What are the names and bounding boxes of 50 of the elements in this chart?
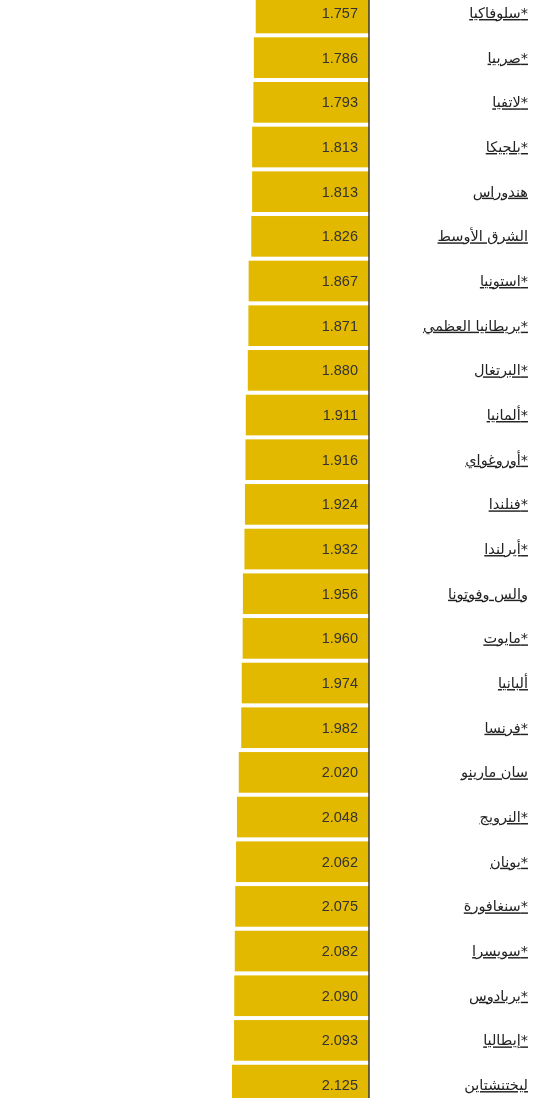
y-tick-label: مايوت* xyxy=(483,630,528,647)
y-tick-label: سان مارينو xyxy=(461,764,528,781)
data-label: 1.974 xyxy=(321,675,358,692)
y-tick-label: ألبانيا xyxy=(497,675,528,692)
data-label: 1.793 xyxy=(321,94,358,111)
data-label: 2.082 xyxy=(321,943,358,960)
data-label: 1.924 xyxy=(321,496,358,513)
y-tick-label: أوروغواي* xyxy=(465,451,528,468)
y-tick-label: استونيا* xyxy=(479,273,528,289)
data-label: 1.932 xyxy=(321,541,358,558)
data-label: 1.880 xyxy=(321,362,358,379)
data-label: 1.813 xyxy=(321,139,358,155)
y-tick-label: والس وفوتونا xyxy=(448,585,528,602)
data-label: 1.982 xyxy=(321,719,358,736)
data-label: 1.911 xyxy=(322,407,358,424)
data-label: 2.048 xyxy=(321,809,358,826)
data-label: 2.093 xyxy=(321,1032,358,1049)
data-label: 1.786 xyxy=(321,49,358,66)
y-tick-label: لاتفيا* xyxy=(492,94,528,111)
data-label: 1.871 xyxy=(321,317,358,334)
y-tick-label: النرويج* xyxy=(479,809,528,826)
y-tick-label: إيطاليا* xyxy=(483,1032,528,1049)
y-tick-label: ألمانيا* xyxy=(486,407,528,424)
data-label: 1.916 xyxy=(321,451,358,468)
y-tick-label: أيرلندا* xyxy=(484,541,528,558)
y-tick-label: الشرق الأوسط xyxy=(437,228,528,245)
y-tick-label: ليختنشتاين xyxy=(464,1077,528,1094)
y-tick-label: سلوفاكيا* xyxy=(469,5,528,21)
data-label: 2.062 xyxy=(321,853,358,870)
data-label: 2.125 xyxy=(321,1077,358,1094)
data-label: 1.867 xyxy=(321,273,358,289)
data-label: 1.826 xyxy=(321,228,358,245)
y-tick-label: يونان* xyxy=(490,853,528,870)
y-tick-label: سويسرا* xyxy=(472,943,528,960)
y-tick-label: البرتغال* xyxy=(473,362,528,379)
data-label: 1.813 xyxy=(321,183,358,200)
data-label: 2.090 xyxy=(321,987,358,1004)
y-tick-label: فرنسا* xyxy=(484,719,528,736)
y-tick-label: بربادوس* xyxy=(469,987,528,1004)
data-label: 2.075 xyxy=(321,898,358,915)
y-tick-label: صربيا* xyxy=(487,49,528,66)
data-label: 1.757 xyxy=(321,5,358,21)
data-label: 2.020 xyxy=(321,764,358,781)
y-tick-label: فنلندا* xyxy=(488,496,528,513)
data-label: 1.960 xyxy=(321,630,358,647)
y-tick-label: سنغافورة* xyxy=(463,898,528,915)
data-label: 1.956 xyxy=(321,585,358,602)
y-tick-label: بريطانيا العظمي* xyxy=(423,317,528,334)
y-tick-label: بلجيكا* xyxy=(485,139,528,155)
y-tick-label: هندوراس xyxy=(472,183,528,200)
